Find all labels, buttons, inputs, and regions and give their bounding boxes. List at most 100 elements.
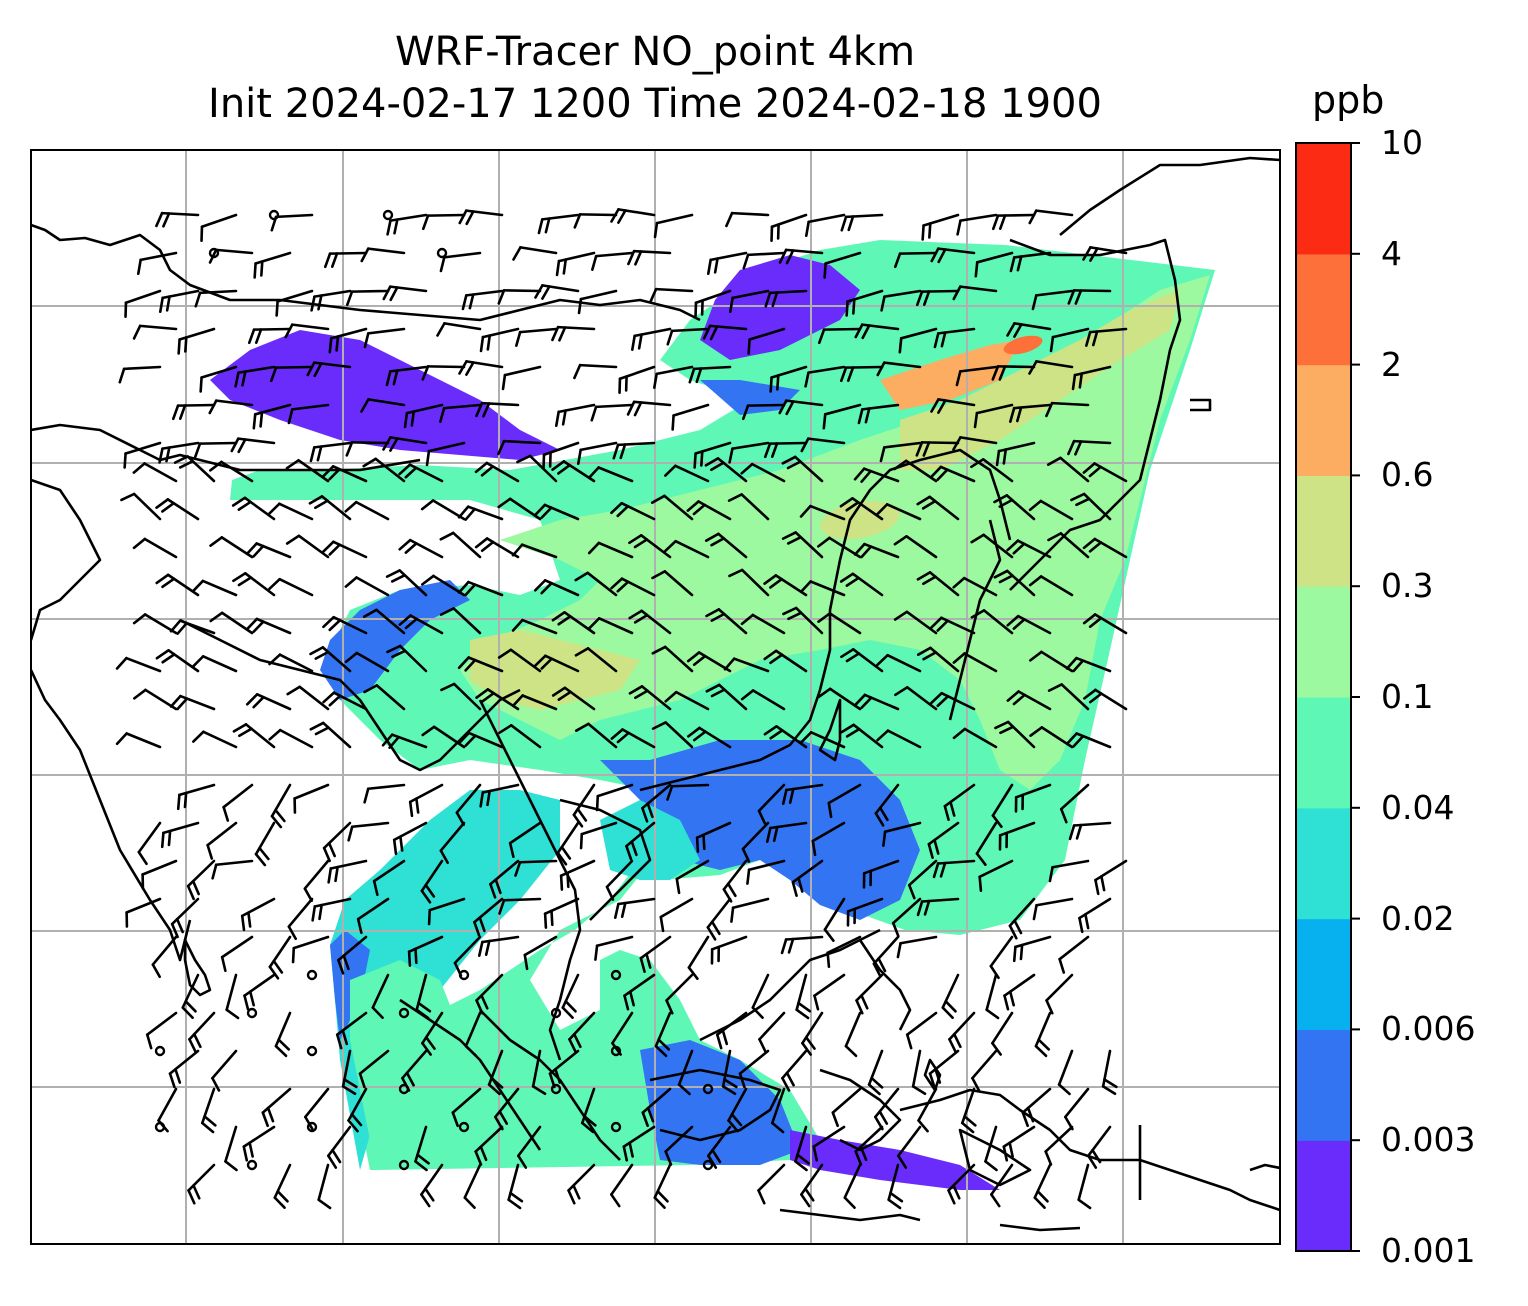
wind-barb <box>651 645 694 673</box>
wind-barb <box>1049 327 1090 353</box>
wind-barb <box>170 897 200 939</box>
wind-barb <box>794 1125 810 1172</box>
wind-barb <box>225 973 240 1020</box>
wind-barb <box>916 495 960 521</box>
wind-barb <box>1045 401 1090 418</box>
wind-barb <box>385 569 428 597</box>
wind-barb <box>497 439 542 456</box>
wind-barb <box>497 289 542 305</box>
wind-barb <box>382 285 428 302</box>
wind-barb <box>879 441 922 463</box>
wind-barb <box>952 652 998 673</box>
wind-barb <box>436 247 448 259</box>
wind-barb <box>695 821 732 853</box>
wind-barb <box>867 1049 884 1096</box>
wind-barb <box>323 251 368 269</box>
wind-barb <box>508 821 542 859</box>
wind-barb <box>998 821 1036 851</box>
chart-title: WRF-Tracer NO_point 4km <box>394 29 916 75</box>
wind-barb <box>356 897 390 935</box>
wind-barb <box>1082 613 1128 635</box>
colorbar-tick-label: 0.04 <box>1381 787 1455 827</box>
wind-barb <box>671 403 710 431</box>
wind-barb <box>1006 614 1052 635</box>
coastline-segment <box>999 1223 1081 1232</box>
wind-barb <box>457 580 504 597</box>
wind-barb <box>725 211 770 228</box>
wind-barb <box>880 289 922 312</box>
coastline-segment <box>958 1128 1032 1187</box>
wind-barb <box>612 441 656 460</box>
wind-barb <box>664 690 710 711</box>
coastline-segment <box>1249 1163 1280 1172</box>
wind-barb <box>715 1011 748 1050</box>
colorbar-unit-label: ppb <box>1312 78 1385 122</box>
wind-barb <box>930 247 976 264</box>
wind-barb <box>254 821 276 867</box>
wind-barb <box>995 441 1036 467</box>
wind-barb <box>664 464 710 483</box>
wind-barb <box>381 733 428 749</box>
wind-barb <box>1083 688 1128 711</box>
wind-barb <box>268 502 314 521</box>
wind-barb <box>952 285 998 301</box>
wind-barb <box>1021 1087 1052 1128</box>
wind-barb <box>628 685 672 711</box>
wind-barb <box>627 249 672 266</box>
wind-barb <box>220 935 254 973</box>
wind-barb <box>439 821 466 865</box>
wind-barb <box>309 646 352 673</box>
wind-barb <box>253 251 292 279</box>
colorbar-bin <box>1296 918 1351 1030</box>
wind-barb <box>1028 499 1074 521</box>
wind-barb <box>169 694 216 711</box>
wind-barb <box>341 1049 358 1096</box>
wind-barb <box>628 609 672 635</box>
wind-barb <box>952 727 998 749</box>
wind-barb <box>970 609 1014 635</box>
wind-barb <box>479 327 520 353</box>
wind-barb <box>728 289 770 313</box>
wind-barb <box>826 935 862 969</box>
wind-barb <box>916 646 960 673</box>
wind-barb <box>531 1049 547 1096</box>
wind-barb <box>168 1049 200 1089</box>
wind-barb <box>559 859 596 891</box>
wind-barb <box>730 897 770 923</box>
wind-barb <box>269 365 314 383</box>
wind-barb <box>1028 209 1074 225</box>
wind-barb <box>293 783 330 814</box>
wind-barb <box>855 973 884 1015</box>
wind-barb <box>473 897 504 937</box>
wind-barb <box>440 682 482 711</box>
wind-barb <box>898 327 938 354</box>
wind-barb <box>911 1049 927 1096</box>
wind-barb <box>542 441 580 471</box>
wind-barb <box>421 1011 444 1056</box>
wind-barb <box>641 1087 672 1128</box>
wind-barb <box>497 648 542 673</box>
wind-barb <box>561 973 580 1019</box>
wind-barb <box>740 613 786 635</box>
wind-barb <box>770 1087 786 1134</box>
coastline-segment <box>649 1068 782 1142</box>
wind-barb <box>275 289 314 317</box>
wind-barb <box>991 365 1036 381</box>
wind-barb <box>362 457 406 483</box>
coastline-segment <box>639 448 1012 792</box>
wind-barb <box>893 610 938 635</box>
wind-barb <box>477 935 520 957</box>
wind-barb <box>344 500 390 521</box>
wind-barb <box>533 579 580 597</box>
wind-barb <box>206 821 238 860</box>
wind-barb <box>507 1163 524 1210</box>
wind-barb <box>876 729 922 749</box>
wind-barb <box>136 251 178 275</box>
wind-barb <box>985 973 1000 1020</box>
wind-barb <box>534 284 580 300</box>
wind-barb <box>929 465 976 483</box>
wind-barb <box>245 542 292 559</box>
wind-barb <box>240 897 276 932</box>
wind-barb <box>567 1163 596 1205</box>
